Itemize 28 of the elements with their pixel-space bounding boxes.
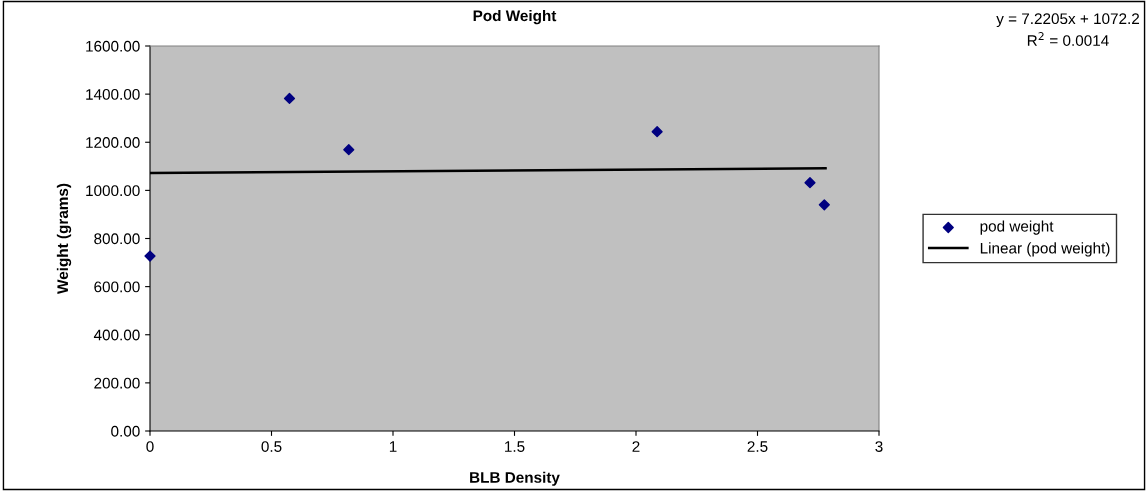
point [818, 199, 830, 211]
y-tick-label: 200.00 [94, 377, 140, 389]
y-tick-label: 0.00 [111, 425, 140, 437]
y-tick-label: 1400.00 [86, 88, 140, 100]
x-tick-label: 0 [146, 441, 154, 452]
y-tick-label: 800.00 [94, 233, 140, 245]
legend-label: Linear (pod weight) [980, 242, 1110, 257]
y-tick-label: 1600.00 [86, 40, 140, 52]
x-tick-label: 0.5 [261, 441, 282, 452]
x-axis-title: BLB Density [470, 471, 560, 486]
y-axis-title: Weight (grams) [56, 183, 72, 294]
x-tick-label: 2 [632, 441, 640, 452]
y-tick-label: 400.00 [93, 329, 140, 341]
x-tick-label: 1.5 [505, 441, 525, 452]
point [343, 144, 355, 156]
legend-label: pod weight [980, 220, 1054, 235]
point [283, 92, 296, 105]
y-tick-label: 1200.00 [86, 137, 140, 148]
y-tick-label: 1000.00 [86, 185, 140, 197]
point [804, 177, 816, 189]
y-tick-label: 600.00 [94, 281, 140, 293]
text: y = 7.2205x + 1072.2 [996, 13, 1140, 28]
x-tick-label: 2.5 [747, 441, 768, 452]
x-tick-label: 1 [389, 441, 397, 452]
text: R$^{2}$ = 0.0014 [1027, 32, 1109, 46]
x-tick-label: 3 [875, 441, 883, 452]
point [651, 126, 663, 138]
chart-title: Pod Weight [473, 9, 557, 25]
